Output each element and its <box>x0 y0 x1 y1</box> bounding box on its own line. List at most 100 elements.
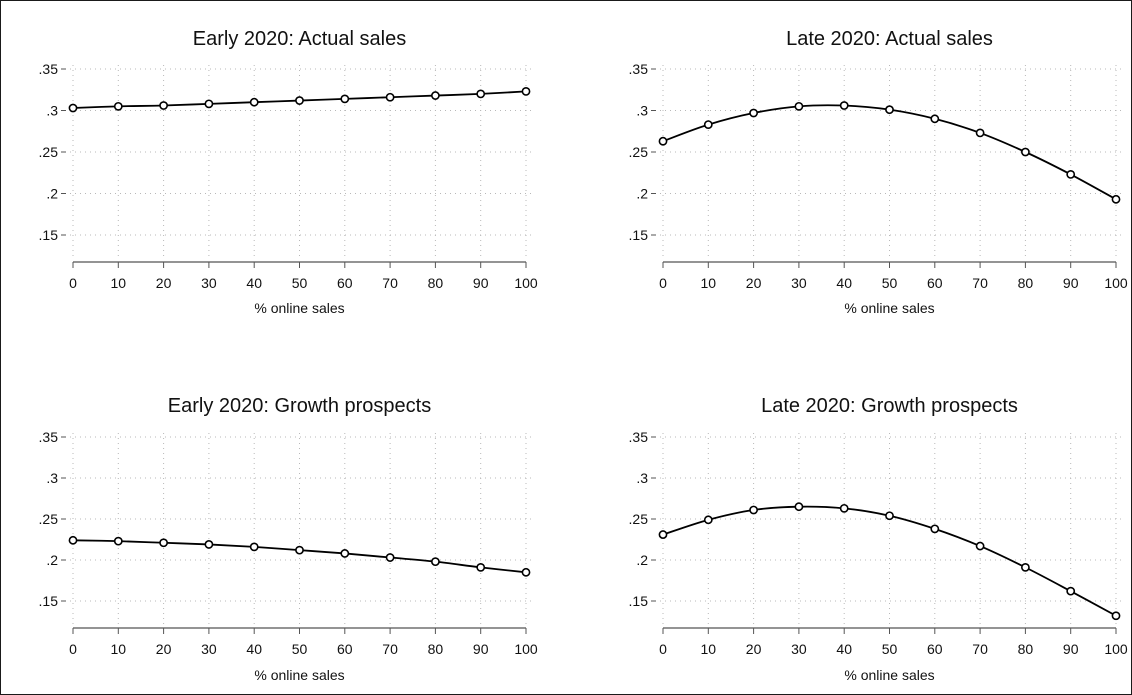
data-point <box>385 553 395 562</box>
y-tick-label: .2 <box>636 552 648 568</box>
data-point <box>249 97 259 107</box>
data-point <box>885 511 894 521</box>
x-axis-label: % online sales <box>254 667 344 683</box>
data-point <box>885 105 894 115</box>
x-tick-label: 90 <box>473 275 489 291</box>
data-point <box>1021 562 1030 572</box>
data-point <box>476 562 486 572</box>
x-tick-label: 0 <box>69 275 77 291</box>
y-tick-label: .3 <box>636 470 648 486</box>
x-tick-label: 80 <box>1018 275 1034 291</box>
y-tick-label: .2 <box>46 186 58 202</box>
panels: .15.2.25.3.350 10 20 30 40 50 60 70 80 90 100Early… <box>39 28 1128 683</box>
y-tick-label: .35 <box>629 429 649 445</box>
x-tick-label: 80 <box>1018 641 1034 657</box>
data-point <box>68 103 78 113</box>
data-point <box>703 120 713 130</box>
data-point <box>295 545 304 555</box>
x-tick-label: 10 <box>701 641 717 657</box>
data-point <box>703 515 713 525</box>
x-tick-label: 70 <box>382 275 398 291</box>
y-tick-label: .25 <box>629 511 649 527</box>
chart-title: Late 2020: Growth prospects <box>761 395 1018 417</box>
x-tick-label: 20 <box>156 275 172 291</box>
x-tick-label: 50 <box>292 641 308 657</box>
data-point <box>113 536 123 546</box>
data-point <box>975 541 985 551</box>
x-tick-label: 30 <box>201 641 217 657</box>
x-tick-label: 80 <box>428 275 444 291</box>
x-tick-label: 60 <box>337 275 353 291</box>
x-tick-label: 70 <box>972 641 988 657</box>
x-axis-label: % online sales <box>254 300 344 316</box>
y-tick-label: .2 <box>636 186 648 202</box>
data-point <box>930 114 940 124</box>
y-tick-label: .35 <box>39 61 59 77</box>
x-tick-label: 40 <box>836 641 852 657</box>
x-tick-label: 100 <box>1104 641 1128 657</box>
data-point <box>521 87 531 96</box>
x-tick-label: 10 <box>701 275 717 291</box>
x-tick-label: 50 <box>882 275 898 291</box>
y-tick-label: .25 <box>629 144 649 160</box>
x-tick-label: 100 <box>514 275 538 291</box>
chart-panel-1: .15 .2 .25 .3 .35 0 10 20 30 40 50 60 70 80 90 100 Early… <box>39 28 538 316</box>
data-point <box>794 502 804 512</box>
data-point <box>1111 194 1121 204</box>
x-tick-label: 20 <box>156 641 172 657</box>
data-point <box>204 540 214 549</box>
x-tick-label: 60 <box>927 275 943 291</box>
data-point <box>430 557 440 567</box>
y-tick-label: .15 <box>629 593 649 609</box>
data-point <box>839 503 849 513</box>
data-point <box>658 530 668 539</box>
x-tick-label: 90 <box>1063 641 1079 657</box>
x-axis-label: % online sales <box>844 300 934 316</box>
chart-title: Early 2020: Actual sales <box>193 28 406 50</box>
x-tick-label: 90 <box>473 641 489 657</box>
chart-panel-4: .15 .2 .25 .3 .35 0 10 20 30 40 50 60 70 80 90 100 Late … <box>629 395 1128 683</box>
chart-panel-3: .15 .2 .25 .3 .35 0 10 20 30 40 50 60 70 80 90 100 Early… <box>39 395 538 683</box>
data-point <box>340 549 350 558</box>
data-point <box>1021 147 1030 157</box>
y-tick-label: .25 <box>39 144 59 160</box>
y-tick-label: .15 <box>39 227 59 243</box>
data-point <box>749 505 758 515</box>
chart-title: Early 2020: Growth prospects <box>168 395 431 417</box>
data-point <box>430 91 440 100</box>
x-tick-label: 30 <box>791 275 807 291</box>
x-tick-label: 90 <box>1063 275 1079 291</box>
data-point <box>1111 611 1121 621</box>
x-tick-label: 40 <box>246 275 262 291</box>
data-point <box>159 538 168 548</box>
x-tick-label: 20 <box>746 641 762 657</box>
data-point <box>476 89 486 99</box>
y-tick-label: .35 <box>39 429 59 445</box>
y-tick-label: .25 <box>39 511 59 527</box>
data-point <box>839 101 849 110</box>
data-point <box>1066 586 1076 596</box>
x-tick-label: 20 <box>746 275 762 291</box>
data-point <box>68 535 78 545</box>
data-point <box>204 99 214 109</box>
x-tick-label: 0 <box>659 641 667 657</box>
x-tick-label: 70 <box>972 275 988 291</box>
chart-panel-2: .15 .2 .25 .3 .35 0 10 20 30 40 50 60 70 80 90 100 Late … <box>629 28 1128 316</box>
chart-title: Late 2020: Actual sales <box>786 28 993 50</box>
x-tick-label: 40 <box>246 641 262 657</box>
data-point <box>658 136 668 146</box>
y-tick-label: .15 <box>629 227 649 243</box>
data-point <box>249 542 259 552</box>
x-tick-label: 60 <box>927 641 943 657</box>
data-point <box>295 96 304 105</box>
x-tick-label: 0 <box>69 641 77 657</box>
x-tick-label: 60 <box>337 641 353 657</box>
y-tick-label: .2 <box>46 552 58 568</box>
x-tick-label: 100 <box>1104 275 1128 291</box>
x-tick-label: 0 <box>659 275 667 291</box>
data-point <box>159 101 168 110</box>
y-tick-label: .3 <box>46 103 58 119</box>
data-point <box>975 128 985 138</box>
y-tick-label: .3 <box>46 470 58 486</box>
